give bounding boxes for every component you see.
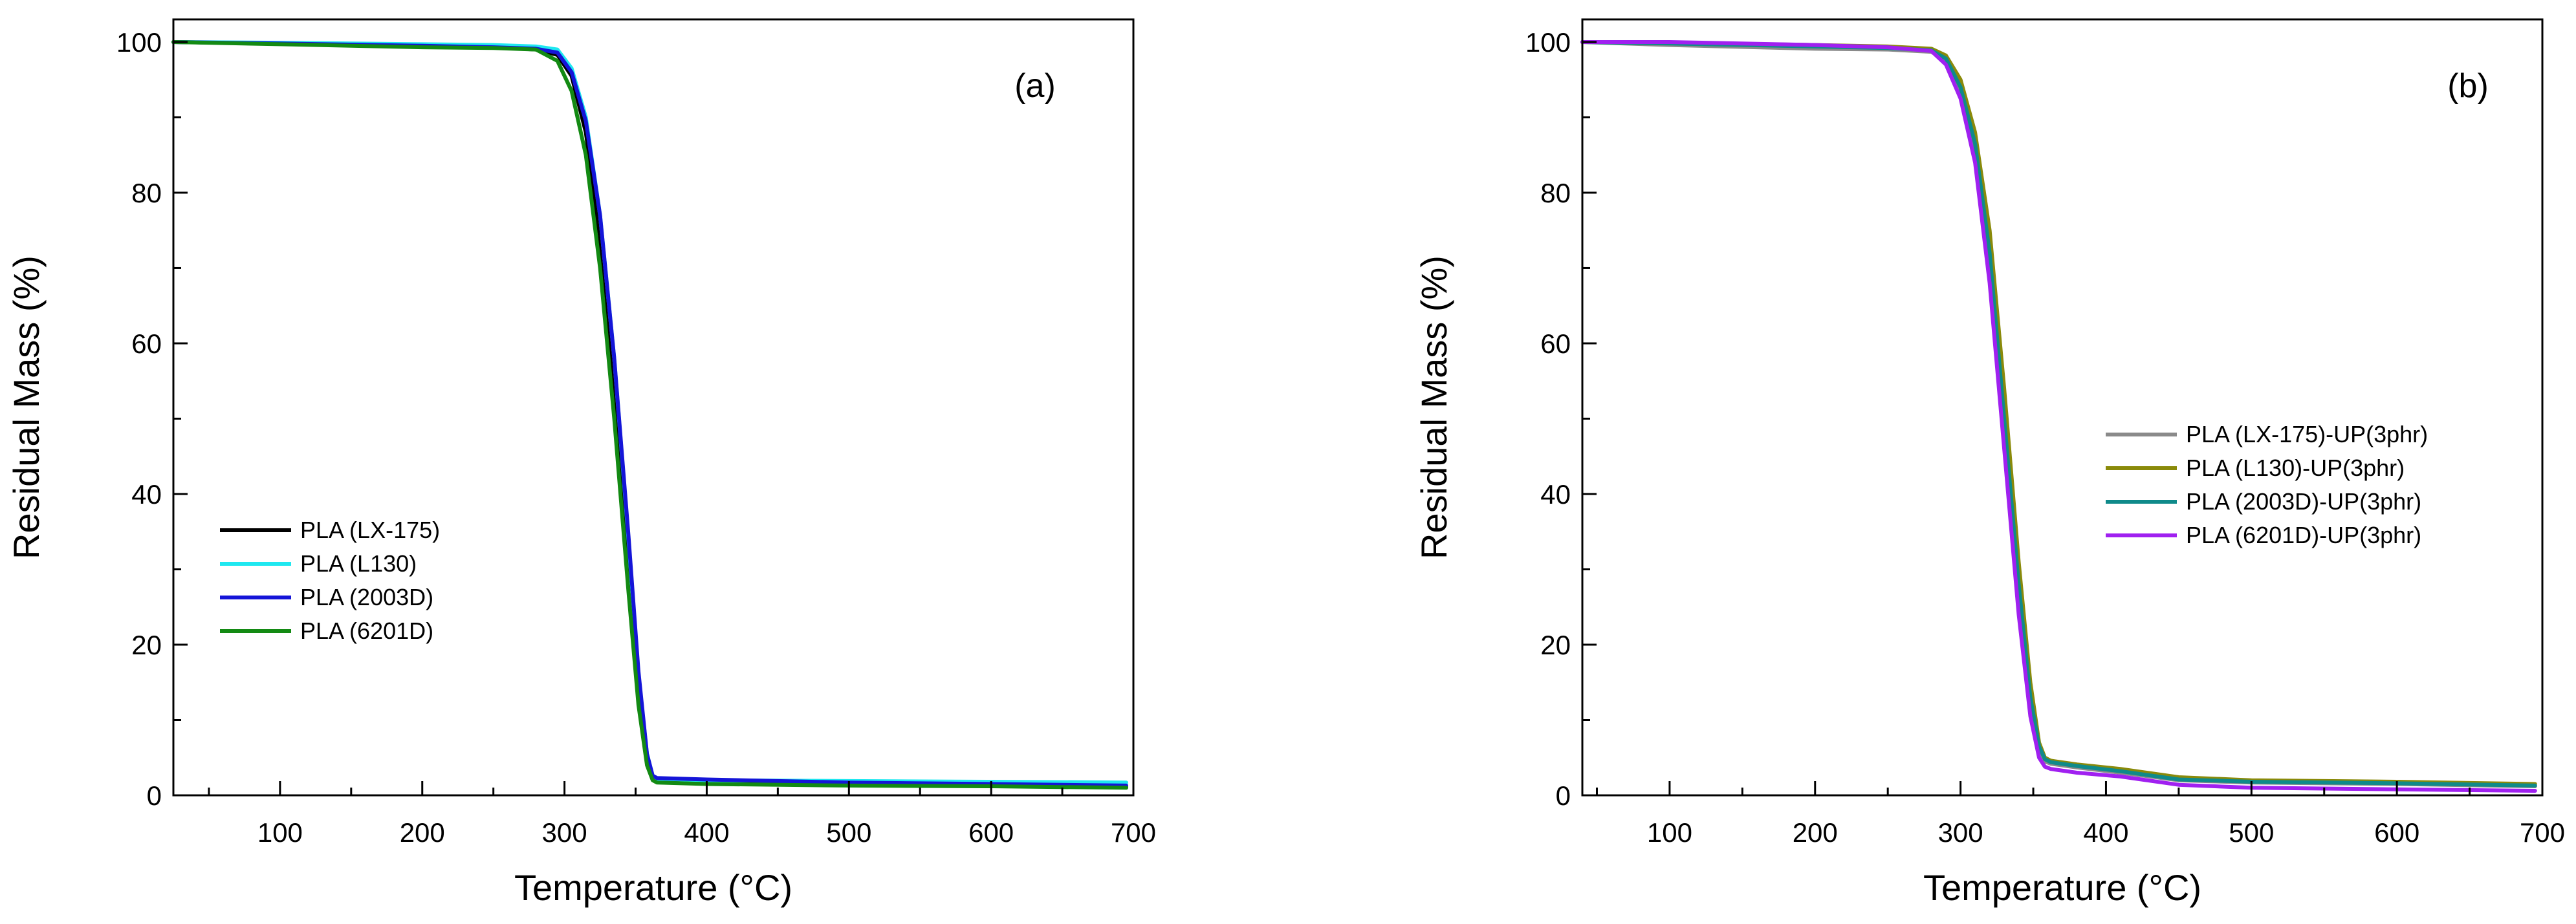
y-axis-title: Residual Mass (%) bbox=[1414, 255, 1454, 559]
legend-label-1: PLA (LX-175) bbox=[300, 517, 440, 543]
y-tick-label: 80 bbox=[1540, 178, 1571, 208]
x-tick-label: 300 bbox=[1938, 817, 1983, 848]
y-tick-label: 20 bbox=[131, 630, 162, 660]
series-line-3 bbox=[171, 40, 1128, 788]
legend-label-1: PLA (LX-175)-UP(3phr) bbox=[2186, 421, 2428, 447]
x-tick-label: 500 bbox=[826, 817, 871, 848]
y-tick-label: 80 bbox=[131, 178, 162, 208]
y-tick-label: 0 bbox=[147, 780, 162, 811]
x-axis-title: Temperature (°C) bbox=[514, 867, 792, 908]
y-axis: 0 20 40 60 80 100 bbox=[116, 27, 188, 811]
x-tick-label: 700 bbox=[1111, 817, 1156, 848]
series-line-4 bbox=[1580, 40, 2537, 793]
x-tick-label: 700 bbox=[2520, 817, 2565, 848]
x-tick-label: 400 bbox=[2083, 817, 2128, 848]
legend-label-2: PLA (L130) bbox=[300, 550, 417, 577]
x-tick-label: 100 bbox=[1647, 817, 1692, 848]
x-tick-label: 200 bbox=[1793, 817, 1838, 848]
y-tick-label: 0 bbox=[1556, 780, 1571, 811]
y-tick-label: 100 bbox=[116, 27, 162, 58]
x-tick-label: 200 bbox=[400, 817, 445, 848]
x-tick-label: 100 bbox=[257, 817, 303, 848]
legend-label-3: PLA (2003D) bbox=[300, 584, 433, 610]
series-line-2 bbox=[1580, 40, 2537, 786]
x-axis: 100 200 300 400 500 600 700 bbox=[208, 781, 1156, 848]
y-tick-label: 60 bbox=[131, 328, 162, 359]
legend-label-4: PLA (6201D)-UP(3phr) bbox=[2186, 522, 2421, 548]
y-axis-title: Residual Mass (%) bbox=[6, 255, 47, 559]
panel-label: (a) bbox=[1014, 67, 1056, 105]
plot-frame bbox=[1581, 18, 2544, 797]
y-tick-label: 40 bbox=[1540, 479, 1571, 510]
series-line-1 bbox=[1580, 40, 2537, 788]
y-tick-label: 20 bbox=[1540, 630, 1571, 660]
legend-label-3: PLA (2003D)-UP(3phr) bbox=[2186, 488, 2421, 515]
x-tick-label: 400 bbox=[684, 817, 729, 848]
x-tick-label: 300 bbox=[542, 817, 587, 848]
plot-frame bbox=[172, 18, 1135, 797]
x-tick-label: 500 bbox=[2229, 817, 2274, 848]
panel-label: (b) bbox=[2447, 67, 2489, 105]
series-line-1 bbox=[171, 40, 1128, 790]
chart-panel-a: 100 200 300 400 500 600 700 0 20 40 60 80 100 Tempera… bbox=[6, 18, 1156, 908]
legend-label-4: PLA (6201D) bbox=[300, 618, 433, 644]
y-tick-label: 40 bbox=[131, 479, 162, 510]
x-axis: 100 200 300 400 500 600 700 bbox=[1595, 781, 2565, 848]
x-tick-label: 600 bbox=[968, 817, 1014, 848]
x-axis-title: Temperature (°C) bbox=[1923, 867, 2201, 908]
series-line-4 bbox=[171, 40, 1128, 790]
series-line-3 bbox=[1580, 40, 2537, 788]
series-group bbox=[171, 40, 1128, 790]
legend: PLA (LX-175)-UP(3phr) PLA (L130)-UP(3phr)… bbox=[2106, 421, 2428, 548]
legend: PLA (LX-175) PLA (L130) PLA (2003D) PLA (62… bbox=[220, 517, 440, 644]
chart-panel-b: 100 200 300 400 500 600 700 0 20 40 60 80 100 Tempera… bbox=[1414, 18, 2565, 908]
y-tick-label: 60 bbox=[1540, 328, 1571, 359]
y-axis: 0 20 40 60 80 100 bbox=[1525, 27, 1597, 811]
series-line-2 bbox=[171, 40, 1128, 785]
legend-label-2: PLA (L130)-UP(3phr) bbox=[2186, 455, 2405, 481]
y-tick-label: 100 bbox=[1525, 27, 1571, 58]
x-tick-label: 600 bbox=[2374, 817, 2419, 848]
series-group bbox=[1580, 40, 2537, 793]
